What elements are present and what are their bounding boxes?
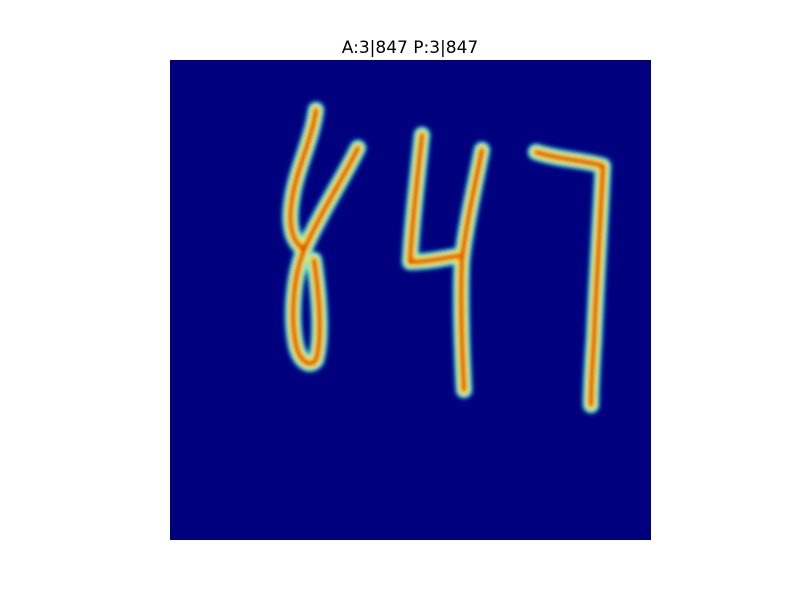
image-background xyxy=(170,60,651,540)
title: A:3|847 P:3|847 xyxy=(342,38,478,58)
